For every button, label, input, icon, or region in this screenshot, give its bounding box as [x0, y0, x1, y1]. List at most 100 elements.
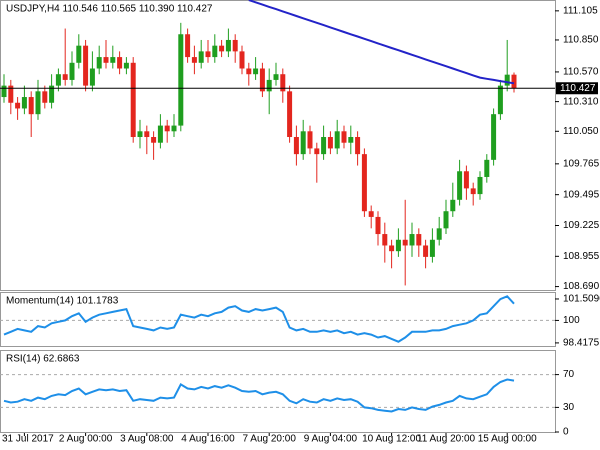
candle-body [21, 97, 27, 109]
candle-body [429, 239, 435, 257]
candle-body [15, 102, 21, 109]
candle-body [497, 85, 503, 115]
candle-body [157, 125, 163, 143]
y-tick-label: 111.105 [563, 5, 598, 16]
candle-body [287, 91, 293, 138]
candle-body [470, 188, 476, 195]
y-tick-label: 110.570 [563, 67, 599, 78]
x-tick-label: 9 Aug 04:00 [304, 434, 358, 445]
candle-body [89, 68, 95, 86]
candle-body [171, 125, 177, 132]
candle-body [96, 57, 102, 69]
indicator-line [3, 295, 515, 343]
y-tick-label: 110.050 [563, 126, 599, 137]
candle-body [348, 137, 354, 143]
candle-body [355, 137, 361, 155]
candle-body [219, 45, 225, 52]
panel-title: RSI(14) 62.6863 [6, 354, 80, 365]
y-tick-label: 110.850 [563, 35, 599, 46]
y-tick-label: 110.310 [563, 96, 599, 107]
candle-body [293, 137, 299, 155]
candle-body [164, 125, 170, 132]
candle-body [402, 239, 408, 246]
candle-body [504, 74, 510, 86]
candle-body [110, 57, 116, 63]
candle-body [327, 137, 333, 149]
panel-frame [0, 0, 556, 291]
candle-body [463, 171, 469, 189]
candle-body [436, 228, 442, 240]
x-tick-label: 4 Aug 16:00 [181, 434, 235, 445]
candle-body [382, 234, 388, 246]
candle-body [450, 199, 456, 212]
candle-body [76, 45, 82, 63]
indicator-line [3, 378, 515, 413]
candle-body [123, 62, 129, 69]
panel-frame [0, 292, 556, 347]
x-tick-label: 3 Aug 08:00 [120, 434, 174, 445]
candle-body [334, 131, 340, 149]
candle-body [28, 97, 34, 115]
candle-body [239, 51, 245, 69]
candle-body [280, 74, 286, 92]
y-tick-label: 0 [563, 427, 569, 438]
candle-body [416, 234, 422, 246]
candle-body [103, 57, 109, 63]
candle-body [205, 51, 211, 58]
candle-body [484, 159, 490, 177]
candle-body [55, 74, 61, 86]
y-tick-label: 101.5096 [563, 294, 600, 305]
price-label: 110.427 [560, 83, 596, 94]
candle-body [443, 211, 449, 229]
candle-body [117, 57, 123, 69]
candle-body [314, 148, 320, 155]
panel-frame [0, 350, 556, 433]
candle-body [144, 131, 150, 138]
candle-body [375, 216, 381, 235]
candle-body [83, 45, 89, 86]
candle-body [253, 68, 259, 75]
x-tick-label: 31 Jul 2017 [2, 434, 54, 445]
x-tick-label: 15 Aug 00:00 [478, 434, 537, 445]
candle-body [389, 245, 395, 252]
candle-body [423, 245, 429, 257]
candle-body [185, 34, 191, 58]
candle-body [212, 45, 218, 58]
candle-body [395, 239, 401, 252]
x-tick-label: 11 Aug 20:00 [417, 434, 476, 445]
candle-body [300, 131, 306, 155]
candle-body [130, 62, 136, 138]
candle-body [232, 39, 238, 52]
candle-body [368, 211, 374, 217]
candle-body [1, 85, 7, 98]
candle-body [477, 176, 483, 195]
candle-body [273, 74, 279, 80]
candle-body [151, 137, 157, 143]
y-tick-label: 108.690 [563, 281, 600, 292]
y-tick-label: 30 [563, 402, 575, 413]
candle-body [49, 85, 55, 103]
y-tick-label: 100 [563, 315, 580, 326]
candle-body [191, 57, 197, 63]
candle-body [266, 79, 272, 92]
candle-body [341, 131, 347, 143]
panel-title: USDJPY,H4 110.546 110.565 110.390 110.42… [6, 4, 213, 15]
x-tick-label: 2 Aug 00:00 [59, 434, 113, 445]
y-tick-label: 109.495 [563, 189, 600, 200]
x-tick-label: 10 Aug 12:00 [362, 434, 421, 445]
candle-body [491, 114, 497, 160]
candle-body [35, 91, 41, 115]
y-tick-label: 108.955 [563, 251, 600, 262]
candle-body [409, 234, 415, 246]
moving-average [248, 0, 515, 85]
candle-body [42, 91, 48, 103]
candle-body [178, 34, 184, 126]
candle-body [62, 74, 68, 80]
candle-body [307, 131, 313, 149]
price-label-box [556, 82, 598, 95]
y-tick-label: 109.225 [563, 220, 600, 231]
y-tick-label: 109.765 [563, 158, 600, 169]
candle-body [198, 51, 204, 63]
candle-body [259, 68, 265, 92]
